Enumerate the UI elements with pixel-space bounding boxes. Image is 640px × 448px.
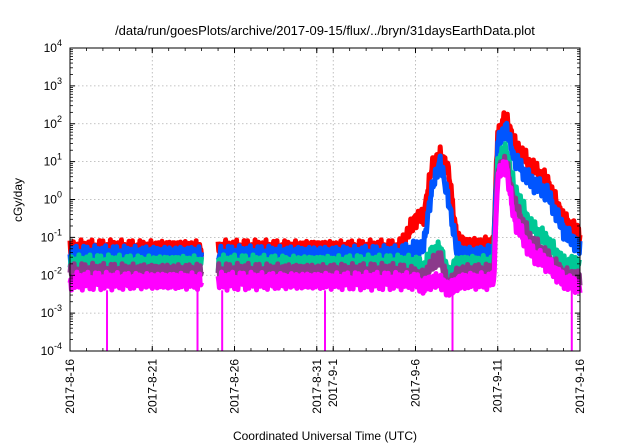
y-tick-label: 10-3 (41, 303, 62, 320)
x-tick-label: 2017-8-21 (145, 359, 159, 414)
y-tick-label: 104 (44, 38, 62, 55)
x-tick-label: 2017-9-16 (573, 359, 587, 414)
y-tick-label: 10-1 (41, 227, 62, 244)
x-axis-label: Coordinated Universal Time (UTC) (233, 429, 417, 443)
y-tick-label: 102 (44, 114, 62, 131)
x-tick-label: 2017-9-6 (408, 359, 422, 407)
y-tick-label: 103 (44, 76, 62, 93)
x-tick-label: 2017-8-16 (63, 359, 77, 414)
y-tick-label: 100 (44, 190, 62, 207)
series-layer (67, 110, 583, 298)
y-tick-label: 10-2 (41, 265, 62, 282)
y-tick-label: 101 (44, 152, 62, 169)
x-tick-labels: 2017-8-16 2017-8-21 2017-8-26 2017-8-31 2017… (63, 359, 587, 414)
y-tick-label: 10-4 (41, 341, 62, 358)
y-axis-label: cGy/day (11, 178, 25, 222)
y-tick-labels: 10-4 10-3 10-2 10-1 100 101 102 103 104 (41, 38, 62, 358)
dropout-layer (106, 290, 573, 351)
x-tick-label: 2017-9-1 (326, 359, 340, 407)
series-line (67, 269, 204, 293)
x-tick-label: 2017-9-11 (491, 359, 505, 413)
chart-title: /data/run/goesPlots/archive/2017-09-15/f… (115, 23, 535, 38)
series-line (215, 159, 583, 298)
x-tick-label: 2017-8-26 (228, 359, 242, 414)
tick-marks (69, 47, 581, 352)
x-tick-label: 2017-8-31 (310, 359, 324, 414)
